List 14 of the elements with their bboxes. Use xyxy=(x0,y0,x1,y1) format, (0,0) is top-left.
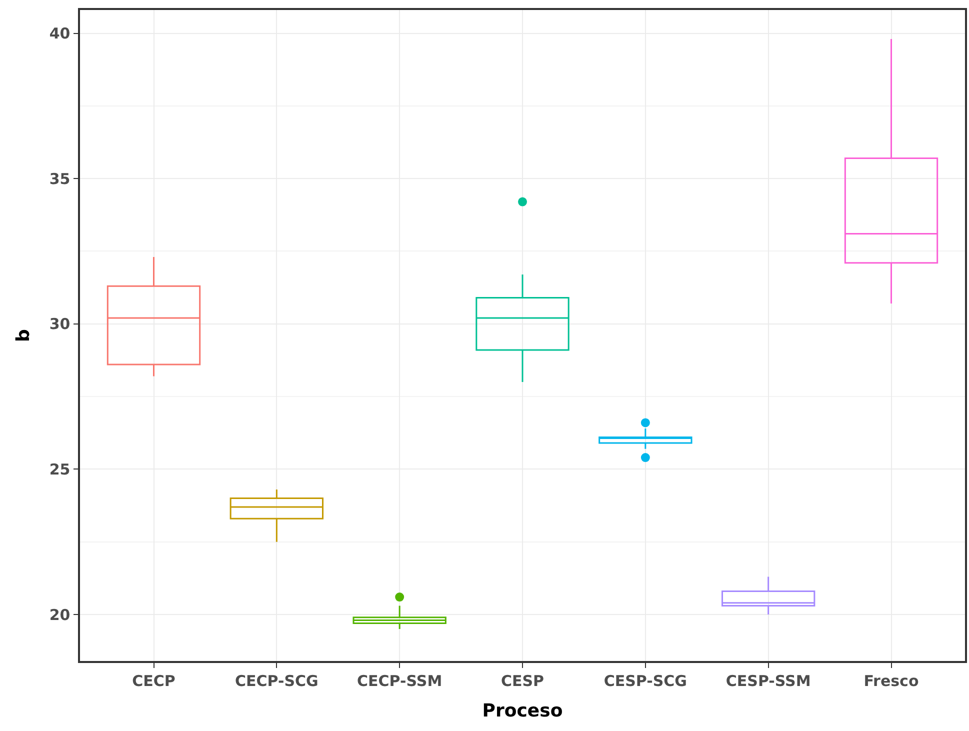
y-tick-label: 25 xyxy=(49,460,70,478)
y-tick-label: 40 xyxy=(49,24,70,42)
x-tick-label: CECP-SCG xyxy=(235,672,318,690)
y-axis-title: b xyxy=(13,328,34,342)
x-tick-label: CECP xyxy=(132,672,176,690)
y-tick-label: 35 xyxy=(49,170,70,188)
x-tick-label: Fresco xyxy=(864,672,919,690)
x-tick-label: CECP-SSM xyxy=(357,672,442,690)
x-tick-label: CESP-SSM xyxy=(726,672,811,690)
y-tick-label: 30 xyxy=(49,315,70,334)
y-tick-label: 20 xyxy=(49,606,70,624)
x-tick-label: CESP xyxy=(500,672,544,690)
x-axis-title: Proceso xyxy=(482,700,563,722)
x-tick-label: CESP-SCG xyxy=(604,672,687,690)
